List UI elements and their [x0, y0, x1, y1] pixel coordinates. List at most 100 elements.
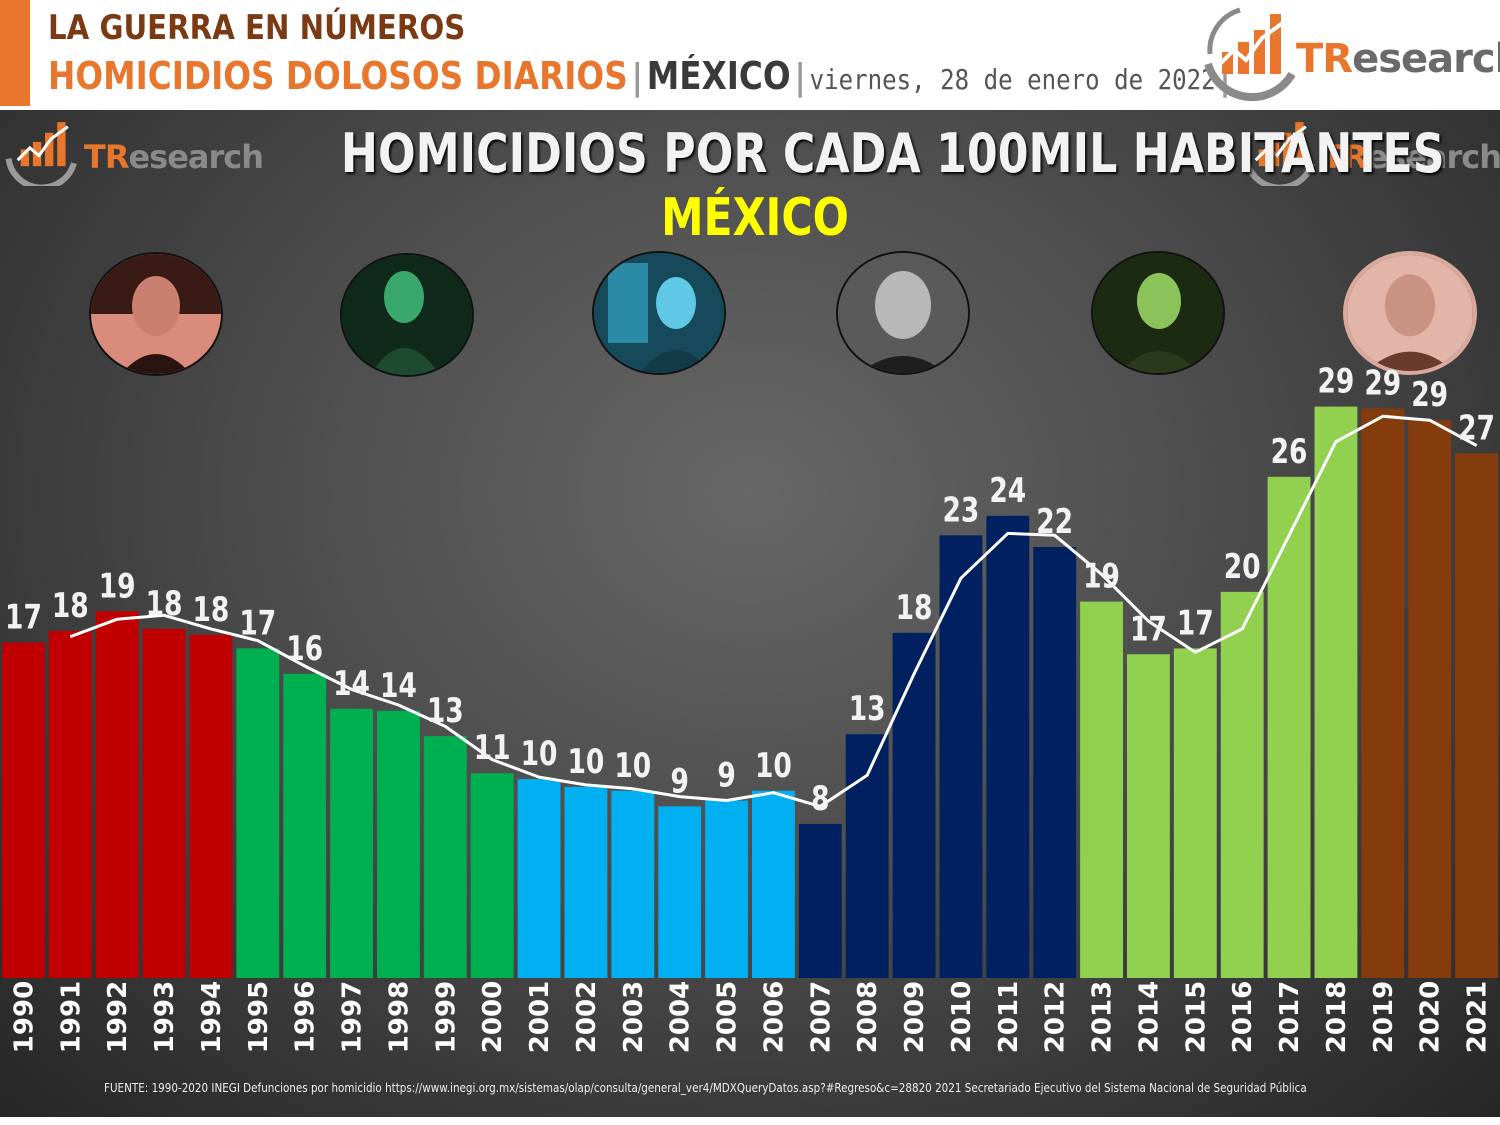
logo-text-rest: esearch — [1366, 138, 1500, 176]
bar-2016 — [1220, 591, 1264, 978]
x-tick-2018: 2018 — [1322, 981, 1352, 1053]
value-label-2000: 11 — [474, 729, 511, 768]
bars-layer — [2, 406, 1498, 978]
x-tick-2005: 2005 — [713, 981, 743, 1053]
value-label-2014: 17 — [1130, 610, 1167, 649]
report-header: LA GUERRA EN NÚMEROS HOMICIDIOS DOLOSOS … — [0, 0, 1500, 108]
x-tick-1999: 1999 — [431, 981, 461, 1053]
header-subtitle-row: HOMICIDIOS DOLOSOS DIARIOS | MÉXICO | vi… — [48, 54, 1231, 98]
logo-text-rest: esearch — [1352, 36, 1500, 82]
bar-2018 — [1314, 406, 1358, 978]
x-tick-1992: 1992 — [103, 981, 133, 1053]
bar-2020 — [1408, 420, 1452, 978]
header-title: LA GUERRA EN NÚMEROS — [48, 8, 466, 48]
bar-1996 — [283, 673, 327, 978]
bar-2011 — [986, 515, 1030, 978]
x-tick-1994: 1994 — [197, 981, 227, 1053]
value-label-2006: 10 — [755, 747, 792, 786]
bar-2004 — [658, 806, 702, 978]
x-tick-2021: 2021 — [1463, 981, 1493, 1053]
header-separator: | — [631, 57, 643, 98]
value-label-2018: 29 — [1317, 362, 1354, 401]
x-tick-2019: 2019 — [1369, 981, 1399, 1053]
value-label-2010: 23 — [942, 491, 979, 530]
logo-text-tr: TR — [84, 138, 129, 176]
bar-1994 — [189, 634, 233, 978]
value-label-1996: 16 — [286, 630, 323, 669]
chart-subtitle: MÉXICO — [661, 188, 849, 248]
value-label-2019: 29 — [1364, 364, 1401, 403]
trend-line-layer — [69, 414, 1478, 808]
bar-1998 — [377, 710, 420, 978]
bar-2006 — [752, 790, 795, 978]
portrait-salinas — [89, 252, 223, 376]
bar-1993 — [142, 628, 186, 978]
tresearch-watermark-right: TResearch — [1242, 116, 1500, 191]
bar-2008 — [845, 734, 889, 978]
value-label-2005: 9 — [717, 756, 735, 795]
value-label-1990: 17 — [5, 598, 42, 637]
source-note: FUENTE: 1990-2020 INEGI Defunciones por … — [104, 1080, 1307, 1095]
header-separator: | — [1219, 57, 1231, 98]
header-accent-bar — [0, 0, 30, 106]
value-label-2004: 9 — [670, 762, 688, 801]
bar-2002 — [564, 786, 608, 978]
x-tick-2003: 2003 — [619, 981, 649, 1053]
bar-1991 — [48, 630, 92, 978]
value-label-1994: 18 — [192, 591, 229, 630]
x-tick-1993: 1993 — [150, 981, 180, 1053]
bar-2010 — [939, 535, 983, 978]
value-label-2008: 13 — [849, 690, 886, 729]
portrait-calderon — [836, 251, 970, 375]
logo-text-tr: TR — [1296, 36, 1353, 82]
bar-2007 — [798, 823, 842, 978]
bar-2019 — [1361, 408, 1405, 978]
value-label-2001: 10 — [521, 735, 558, 774]
value-label-2002: 10 — [567, 743, 604, 782]
bar-2005 — [705, 800, 748, 978]
value-label-2016: 20 — [1224, 548, 1261, 587]
bar-1995 — [236, 648, 280, 978]
x-tick-2002: 2002 — [572, 981, 602, 1053]
x-tick-1997: 1997 — [338, 981, 368, 1053]
x-tick-2006: 2006 — [759, 981, 789, 1053]
x-tick-2007: 2007 — [806, 981, 836, 1053]
bar-1990 — [2, 642, 45, 978]
value-label-1995: 17 — [239, 604, 276, 643]
x-tick-2011: 2011 — [994, 981, 1024, 1053]
value-label-1999: 13 — [427, 692, 464, 731]
x-tick-1996: 1996 — [291, 981, 321, 1053]
value-label-2003: 10 — [614, 747, 651, 786]
bar-2021 — [1455, 453, 1498, 978]
bar-2000 — [470, 773, 514, 978]
x-tick-1990: 1990 — [9, 981, 39, 1053]
value-label-1993: 18 — [146, 585, 183, 624]
x-tick-2014: 2014 — [1134, 981, 1164, 1053]
x-tick-2008: 2008 — [853, 981, 883, 1053]
x-tick-1998: 1998 — [384, 981, 414, 1053]
bar-chart-growth-icon — [1204, 7, 1296, 101]
portrait-pena-nieto — [1091, 251, 1225, 375]
header-subtitle: HOMICIDIOS DOLOSOS DIARIOS — [48, 54, 628, 98]
bar-2017 — [1267, 476, 1311, 978]
bar-2001 — [517, 779, 561, 978]
portrait-zedillo — [340, 253, 474, 377]
x-tick-2017: 2017 — [1275, 981, 1305, 1053]
x-tick-2016: 2016 — [1228, 981, 1258, 1053]
bar-2015 — [1173, 648, 1217, 978]
logo-text-rest: esearch — [128, 138, 264, 176]
header-country: MÉXICO — [646, 54, 791, 98]
value-label-2011: 24 — [989, 472, 1026, 511]
x-tick-2000: 2000 — [478, 981, 508, 1053]
logo-wordmark: TResearch — [1296, 36, 1500, 82]
tresearch-logo: TResearch — [1200, 4, 1500, 104]
x-axis-ticks: 1990 1991 1992 1993 1994 1995 1996 1997 1998 1999… — [9, 981, 1492, 1053]
portrait-fox — [592, 251, 726, 375]
x-tick-1991: 1991 — [56, 981, 86, 1053]
x-tick-2015: 2015 — [1181, 981, 1211, 1053]
value-label-1992: 19 — [99, 567, 136, 606]
bar-1997 — [330, 708, 373, 978]
x-tick-2010: 2010 — [947, 981, 977, 1053]
